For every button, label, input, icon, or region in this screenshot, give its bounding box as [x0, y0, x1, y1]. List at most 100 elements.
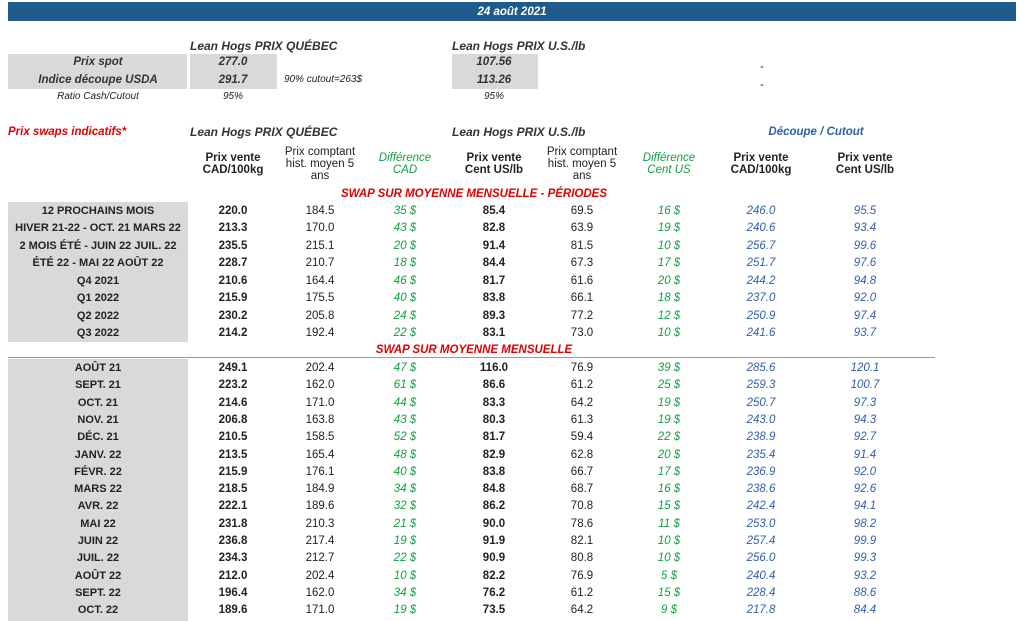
cell: 249.1	[218, 362, 248, 374]
cell: 170.0	[305, 222, 335, 235]
cell: 69.5	[570, 205, 594, 217]
cell: 163.8	[305, 413, 335, 426]
cell: 77.2	[570, 309, 594, 322]
cell: 99.3	[853, 552, 877, 565]
column-header: Différence Cent US	[642, 152, 696, 176]
cell: 98.2	[853, 517, 877, 530]
spot-note: 90% cutout=263$	[283, 74, 363, 85]
cell: 184.9	[305, 483, 335, 496]
cell: 217.8	[746, 604, 776, 617]
cell: 66.1	[570, 292, 594, 305]
cell: 19 $	[657, 413, 681, 426]
cell: 15 $	[657, 586, 681, 599]
cell: 84.8	[482, 483, 506, 496]
row-label: MARS 22	[74, 483, 122, 496]
cell: 202.4	[305, 362, 335, 374]
cell: 215.9	[218, 465, 248, 478]
cell: 238.6	[746, 483, 776, 496]
cell: 158.5	[305, 431, 335, 444]
cell: 196.4	[218, 586, 248, 599]
cell: 97.6	[853, 257, 877, 270]
cell: 93.7	[853, 327, 877, 340]
cell: 19 $	[393, 535, 417, 547]
cell: 213.3	[218, 222, 248, 235]
cell: 10 $	[393, 569, 417, 582]
cell: 19 $	[657, 222, 681, 235]
cell: 171.0	[305, 604, 335, 617]
cell: 78.6	[570, 517, 594, 530]
spot-cell: 113.26	[476, 74, 512, 86]
cell: 17 $	[657, 465, 681, 478]
cell: 82.8	[482, 222, 506, 235]
cell: 120.1	[850, 362, 880, 374]
cell: 83.8	[482, 465, 506, 478]
row-label: OCT. 22	[77, 604, 119, 617]
cell: 62.8	[570, 448, 594, 461]
cell: 164.4	[305, 274, 335, 287]
cell: 236.9	[746, 465, 776, 478]
cell: 244.2	[746, 274, 776, 287]
periods-title: SWAP SUR MOYENNE MENSUELLE - PÉRIODES	[340, 188, 608, 200]
spot-label-bg	[8, 54, 187, 89]
cell: 48 $	[393, 448, 417, 461]
cell: 81.7	[482, 431, 506, 444]
cell: 82.2	[482, 569, 506, 582]
cell: 92.0	[853, 465, 877, 478]
row-label: FÉVR. 22	[74, 465, 122, 478]
cell: 189.6	[218, 604, 248, 617]
column-header: Prix comptant hist. moyen 5 ans	[284, 146, 356, 182]
cell: 240.4	[746, 569, 776, 582]
cutout-title: Découpe / Cutout	[768, 126, 864, 138]
cell: 91.4	[482, 239, 506, 252]
cell: 93.2	[853, 569, 877, 582]
cell: 35 $	[393, 205, 417, 217]
cell: 43 $	[393, 222, 417, 235]
cell: 223.2	[218, 379, 248, 392]
cell: 10 $	[657, 239, 681, 252]
cell: 76.9	[570, 569, 594, 582]
row-label: AOÛT 21	[74, 362, 122, 374]
cell: 162.0	[305, 379, 335, 392]
cell: 206.8	[218, 413, 248, 426]
cell: 212.0	[218, 569, 248, 582]
cell: 17 $	[657, 257, 681, 270]
row-label: SEPT. 22	[75, 586, 121, 599]
cell: 19 $	[657, 396, 681, 409]
row-label: JUIN 22	[77, 535, 119, 547]
cell: 162.0	[305, 586, 335, 599]
cell: 70.8	[570, 500, 594, 513]
cell: 91.4	[853, 448, 877, 461]
row-label: Q2 2022	[76, 309, 120, 322]
cell: 92.0	[853, 292, 877, 305]
cell: 240.6	[746, 222, 776, 235]
cell: 22 $	[393, 327, 417, 340]
cell: 16 $	[657, 483, 681, 496]
cell: 257.4	[746, 535, 776, 547]
cell: 52 $	[393, 431, 417, 444]
spot-cell: 291.7	[218, 74, 248, 86]
cell: 256.0	[746, 552, 776, 565]
cell: 88.6	[853, 586, 877, 599]
cell: 18 $	[657, 292, 681, 305]
row-label: AOÛT 22	[74, 569, 122, 582]
cell: 64.2	[570, 604, 594, 617]
monthly-label-bg	[8, 359, 188, 621]
cell: 171.0	[305, 396, 335, 409]
cell: 236.8	[218, 535, 248, 547]
cell: 86.6	[482, 379, 506, 392]
cell: 90.9	[482, 552, 506, 565]
cell: 259.3	[746, 379, 776, 392]
cell: 241.6	[746, 327, 776, 340]
cell: 81.7	[482, 274, 506, 287]
cell: 205.8	[305, 309, 335, 322]
spot-cell: Indice découpe USDA	[38, 74, 158, 86]
cell: 97.3	[853, 396, 877, 409]
cell: 9 $	[661, 604, 677, 617]
cell: 256.7	[746, 239, 776, 252]
cell: 237.0	[746, 292, 776, 305]
cell: 253.0	[746, 517, 776, 530]
row-label: Q1 2022	[76, 292, 120, 305]
cell: 19 $	[393, 604, 417, 617]
cell: 218.5	[218, 483, 248, 496]
column-header: Prix vente Cent US/lb	[464, 152, 524, 176]
